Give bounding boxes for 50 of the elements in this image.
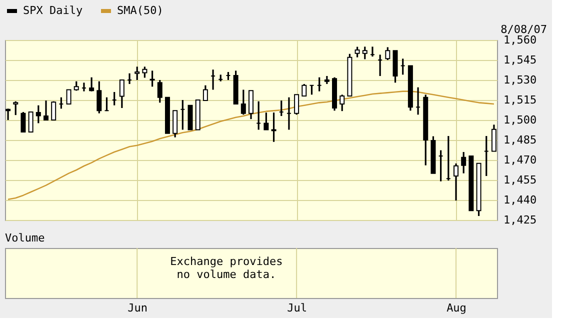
candlestick — [51, 100, 56, 121]
candlestick — [362, 46, 368, 60]
candlestick — [66, 89, 72, 104]
category-label: Jul — [287, 302, 307, 314]
text: 8/08/07 — [500, 23, 547, 36]
y-tick-label: 1,470 — [504, 154, 537, 166]
candlestick — [28, 112, 34, 132]
candlestick — [294, 94, 300, 116]
candlestick — [134, 66, 140, 81]
candlestick — [354, 46, 360, 58]
text: Exchange provides no volume data. — [170, 255, 283, 281]
candlestick — [454, 162, 458, 202]
candlestick — [385, 46, 390, 61]
candlestick — [461, 151, 466, 174]
candlestick — [340, 94, 345, 112]
candlestick — [96, 80, 102, 114]
candlestick — [6, 108, 11, 121]
category-label: Aug — [446, 302, 466, 314]
candlestick — [202, 84, 208, 102]
candlestick — [172, 110, 178, 138]
candlestick — [89, 76, 94, 92]
y-tick-label: 1,515 — [504, 94, 537, 106]
y-tick-label: 1,485 — [504, 134, 537, 146]
candlestick — [271, 112, 276, 143]
candlestick — [302, 83, 307, 97]
legend-label: SMA(50) — [117, 4, 164, 17]
candlestick — [74, 80, 79, 92]
y-tick-label: 1,425 — [504, 214, 537, 226]
candlestick — [157, 79, 162, 104]
candlestick — [240, 88, 246, 116]
candlestick — [20, 111, 26, 133]
candlestick — [264, 112, 269, 131]
candlestick — [491, 124, 496, 152]
candlestick — [119, 79, 124, 109]
text: Volume — [5, 232, 45, 244]
line-series — [7, 90, 495, 200]
y-tick-label: 1,500 — [504, 114, 537, 126]
candlestick — [13, 100, 18, 116]
candlestick — [142, 66, 148, 79]
candlestick — [44, 100, 48, 121]
candlestick — [36, 104, 41, 124]
legend-label: SPX Daily — [23, 4, 83, 17]
y-tick-label: 1,545 — [504, 54, 537, 66]
y-tick-label: 1,530 — [504, 74, 537, 86]
candlestick — [248, 90, 254, 120]
y-tick-label: 1,440 — [504, 194, 537, 206]
y-tick-label: 1,560 — [504, 34, 537, 46]
category-label: Jun — [128, 302, 148, 314]
y-tick-label: 1,455 — [504, 174, 537, 186]
candlestick — [150, 70, 155, 88]
